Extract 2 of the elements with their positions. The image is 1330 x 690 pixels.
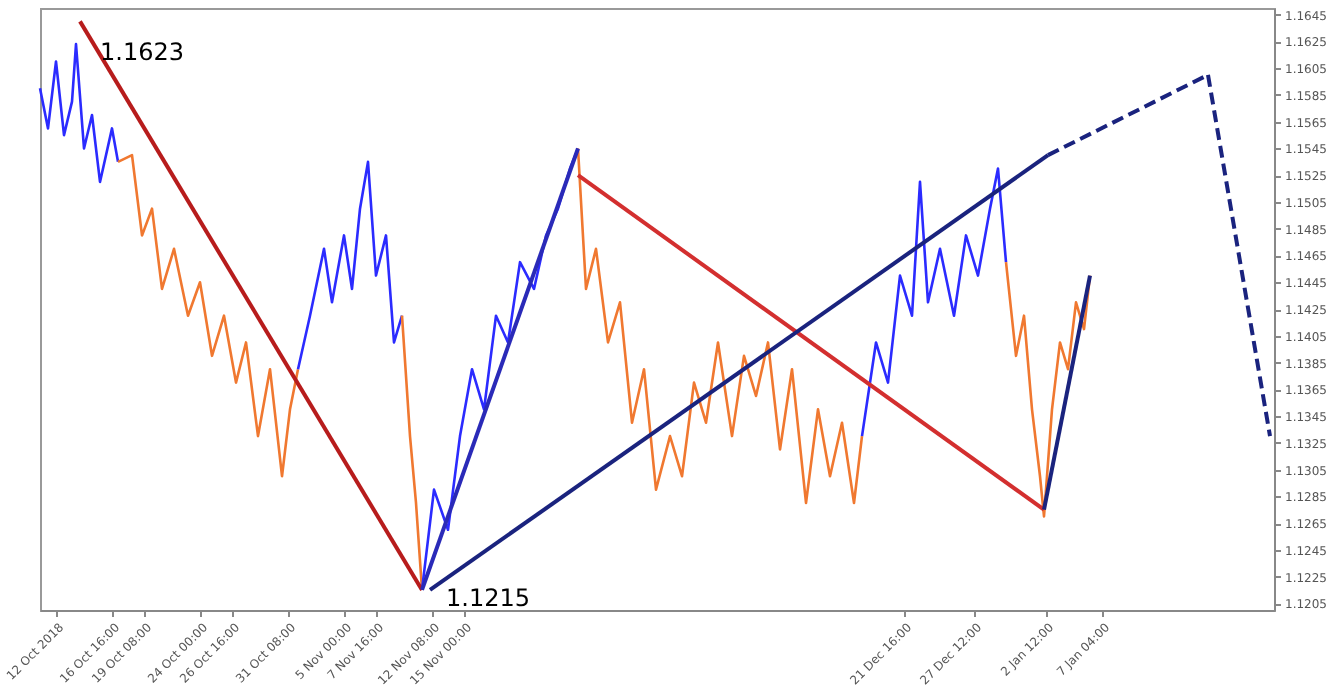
annotation: 1.1215 (446, 583, 530, 612)
annotation: 1.1623 (100, 38, 184, 67)
